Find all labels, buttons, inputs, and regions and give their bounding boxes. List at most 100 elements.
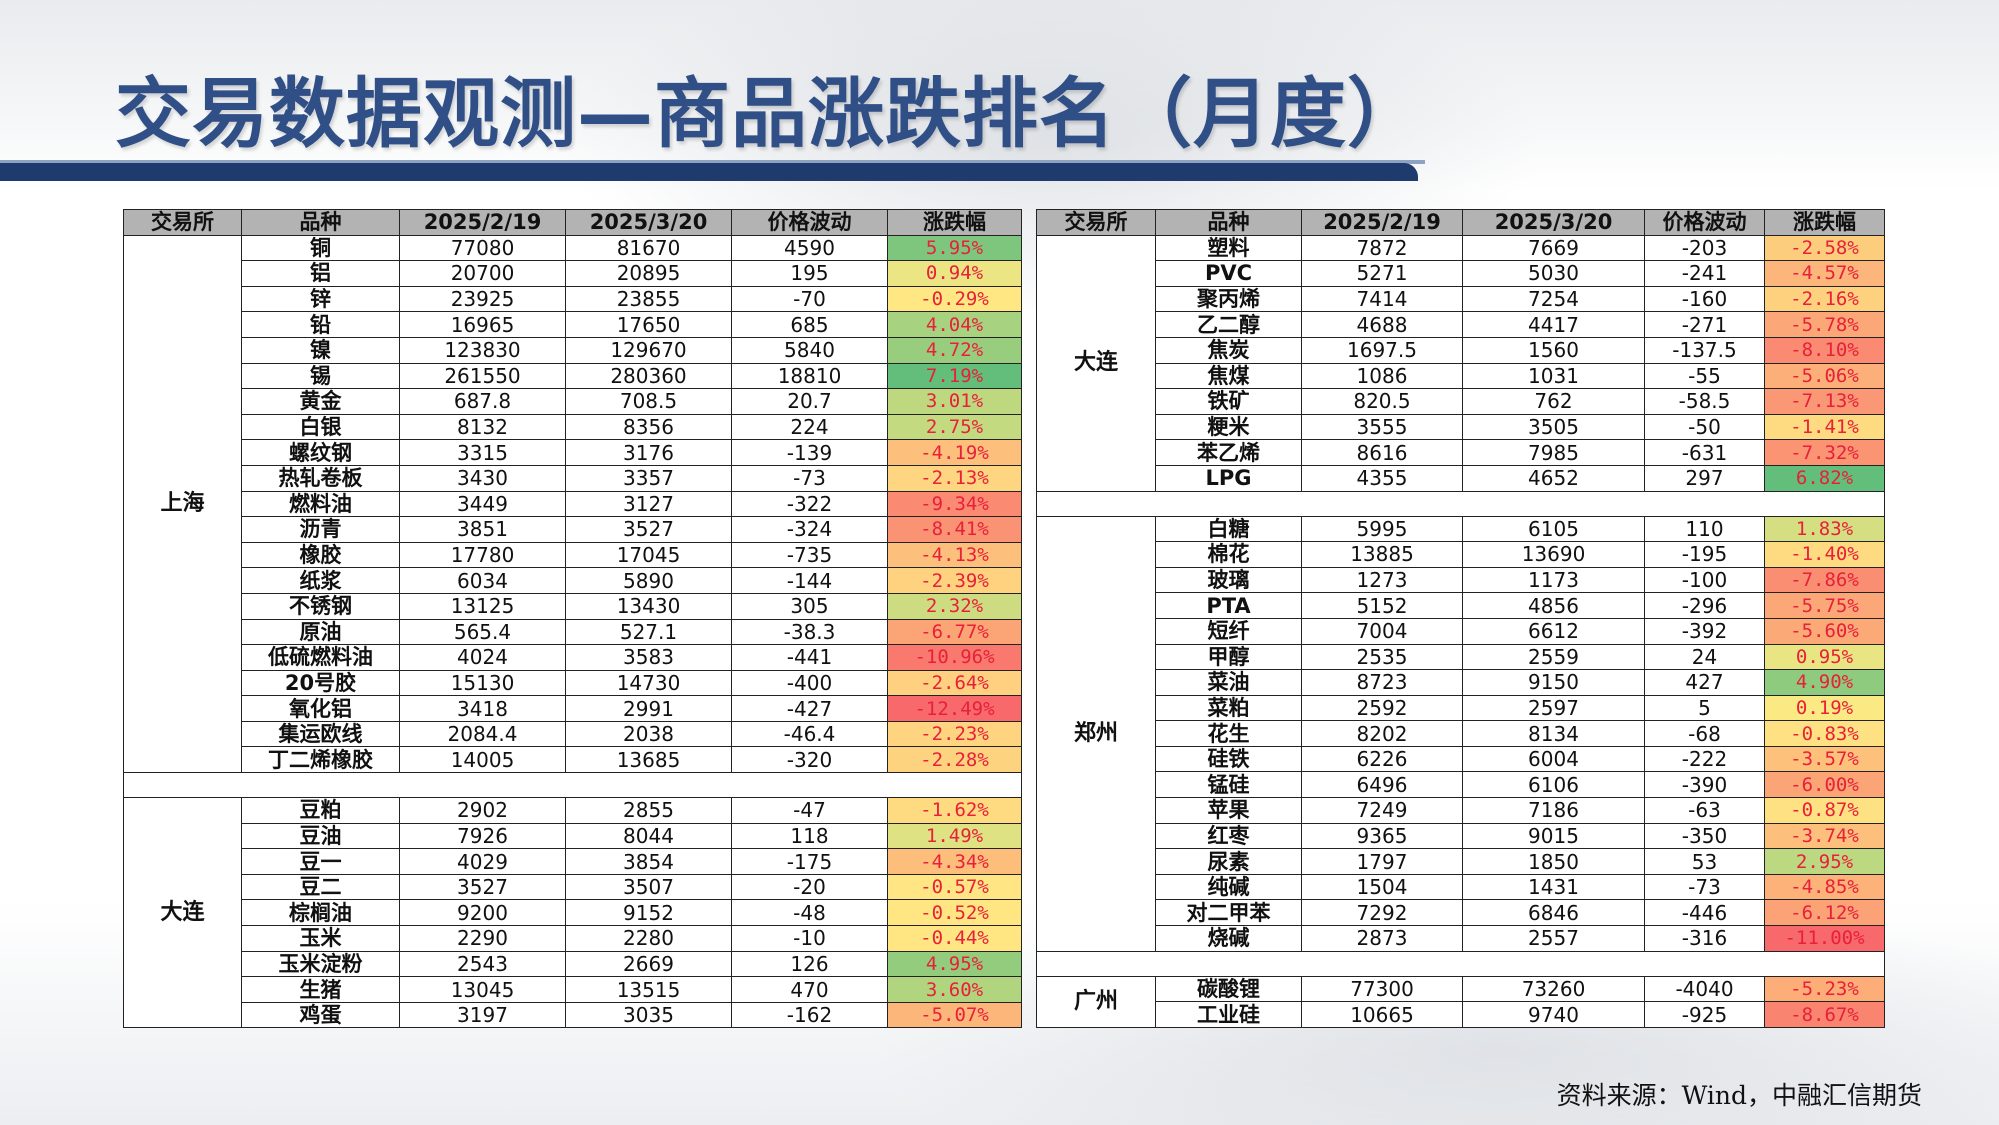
price-date1-cell: 7004 <box>1301 617 1463 645</box>
price-date1-cell: 6496 <box>1301 771 1463 799</box>
pct-change-cell: -6.12% <box>1764 899 1885 927</box>
table-row: 铅 16965 17650 685 4.04% <box>124 311 1022 338</box>
price-change-cell: -68 <box>1644 720 1765 747</box>
price-change-cell: -400 <box>731 669 888 697</box>
price-change-cell: -139 <box>731 439 888 466</box>
price-change-cell: -631 <box>1644 439 1765 466</box>
price-date1-cell: 17780 <box>399 541 566 569</box>
price-date1-cell: 2902 <box>399 797 566 824</box>
commodity-name-cell: 棕榈油 <box>241 899 400 927</box>
price-change-cell: -50 <box>1644 413 1765 441</box>
price-change-cell: -735 <box>731 541 888 569</box>
price-date2-cell: 1431 <box>1462 873 1645 901</box>
commodity-name-cell: 玉米 <box>241 925 400 952</box>
pct-change-cell: -7.86% <box>1764 566 1885 594</box>
commodity-name-cell: 粳米 <box>1155 413 1302 441</box>
price-date2-cell: 2280 <box>565 925 732 952</box>
price-date2-cell: 2669 <box>565 950 732 978</box>
price-date1-cell: 20700 <box>399 260 566 287</box>
price-change-cell: -427 <box>731 695 888 722</box>
price-date1-cell: 8616 <box>1301 439 1463 466</box>
price-date2-cell: 2991 <box>565 695 732 722</box>
price-date2-cell: 1031 <box>1462 362 1645 390</box>
price-date2-cell: 3854 <box>565 848 732 875</box>
price-change-cell: 297 <box>1644 464 1765 492</box>
price-change-cell: 110 <box>1644 515 1765 543</box>
price-date1-cell: 2084.4 <box>399 720 566 748</box>
pct-change-cell: -5.78% <box>1764 311 1885 338</box>
table-row: 棉花 13885 13690 -195 -1.40% <box>1037 541 1885 568</box>
commodity-name-cell: 鸡蛋 <box>241 1001 400 1029</box>
table-row: 锌 23925 23855 -70 -0.29% <box>124 285 1022 313</box>
table-row: 螺纹钢 3315 3176 -139 -4.19% <box>124 439 1022 466</box>
pct-change-cell: -5.75% <box>1764 592 1885 619</box>
price-change-cell: 53 <box>1644 848 1765 875</box>
pct-change-cell: -2.28% <box>887 746 1022 774</box>
table-row: 尿素 1797 1850 53 2.95% <box>1037 848 1885 875</box>
price-change-cell: -70 <box>731 285 888 313</box>
pct-change-cell: 2.32% <box>887 592 1022 620</box>
price-date2-cell: 73260 <box>1462 975 1645 1003</box>
pct-change-cell: 4.04% <box>887 311 1022 338</box>
table-row: 集运欧线 2084.4 2038 -46.4 -2.23% <box>124 720 1022 748</box>
price-change-cell: 4590 <box>731 234 888 262</box>
price-change-cell: 24 <box>1644 643 1765 671</box>
left-header-row: 交易所 品种 2025/2/19 2025/3/20 价格波动 涨跌幅 <box>123 209 1022 236</box>
pct-change-cell: 4.95% <box>887 950 1022 978</box>
price-change-cell: -48 <box>731 899 888 927</box>
price-date2-cell: 13430 <box>565 592 732 620</box>
table-row: 菜粕 2592 2597 5 0.19% <box>1037 694 1885 722</box>
pct-change-cell: -2.16% <box>1764 285 1885 313</box>
table-row: 热轧卷板 3430 3357 -73 -2.13% <box>124 464 1022 492</box>
price-date2-cell: 4417 <box>1462 311 1645 338</box>
table-row: 花生 8202 8134 -68 -0.83% <box>1037 720 1885 747</box>
price-date2-cell: 17650 <box>565 311 732 338</box>
price-change-cell: -324 <box>731 516 888 543</box>
pct-change-cell: -1.41% <box>1764 413 1885 441</box>
price-change-cell: 5 <box>1644 694 1765 722</box>
price-date1-cell: 687.8 <box>399 388 566 415</box>
pct-change-cell: -3.57% <box>1764 745 1885 773</box>
group-separator-cell <box>1036 490 1885 517</box>
commodity-name-cell: 焦煤 <box>1155 362 1302 390</box>
commodity-name-cell: 锡 <box>241 362 400 390</box>
price-date1-cell: 4024 <box>399 644 566 671</box>
price-date2-cell: 9740 <box>1462 1001 1645 1028</box>
pct-change-cell: -11.00% <box>1764 925 1885 952</box>
commodity-name-cell: 聚丙烯 <box>1155 285 1302 313</box>
price-date2-cell: 3527 <box>565 516 732 543</box>
commodity-name-cell: 菜油 <box>1155 669 1302 696</box>
pct-change-cell: 7.19% <box>887 362 1022 390</box>
table-row: 红枣 9365 9015 -350 -3.74% <box>1037 822 1885 850</box>
table-row: 纯碱 1504 1431 -73 -4.85% <box>1037 873 1885 901</box>
table-row: PTA 5152 4856 -296 -5.75% <box>1037 592 1885 619</box>
group-separator-row <box>123 772 1022 799</box>
price-date1-cell: 4029 <box>399 848 566 875</box>
title-underline-accent <box>0 160 1425 164</box>
pct-change-cell: 2.75% <box>887 413 1022 441</box>
price-date1-cell: 8723 <box>1301 669 1463 696</box>
price-date2-cell: 5030 <box>1462 260 1645 287</box>
price-date1-cell: 3851 <box>399 516 566 543</box>
price-date1-cell: 7292 <box>1301 899 1463 927</box>
pct-change-cell: -1.62% <box>887 797 1022 824</box>
price-date2-cell: 762 <box>1462 388 1645 415</box>
price-date1-cell: 2535 <box>1301 643 1463 671</box>
table-row: 短纤 7004 6612 -392 -5.60% <box>1037 617 1885 645</box>
price-date2-cell: 5890 <box>565 567 732 594</box>
table-row: 黄金 687.8 708.5 20.7 3.01% <box>124 388 1022 415</box>
price-date2-cell: 9015 <box>1462 822 1645 850</box>
price-date2-cell: 2559 <box>1462 643 1645 671</box>
header-pct-change: 涨跌幅 <box>1764 209 1885 236</box>
price-date1-cell: 7872 <box>1301 234 1463 262</box>
price-date2-cell: 3507 <box>565 873 732 901</box>
price-date1-cell: 4688 <box>1301 311 1463 338</box>
price-date1-cell: 2290 <box>399 925 566 952</box>
pct-change-cell: -8.10% <box>1764 336 1885 364</box>
price-change-cell: 18810 <box>731 362 888 390</box>
pct-change-cell: -12.49% <box>887 695 1022 722</box>
commodity-name-cell: 锌 <box>241 285 400 313</box>
table-row: 聚丙烯 7414 7254 -160 -2.16% <box>1037 285 1885 313</box>
commodity-name-cell: 棉花 <box>1155 541 1302 568</box>
price-date2-cell: 9150 <box>1462 669 1645 696</box>
